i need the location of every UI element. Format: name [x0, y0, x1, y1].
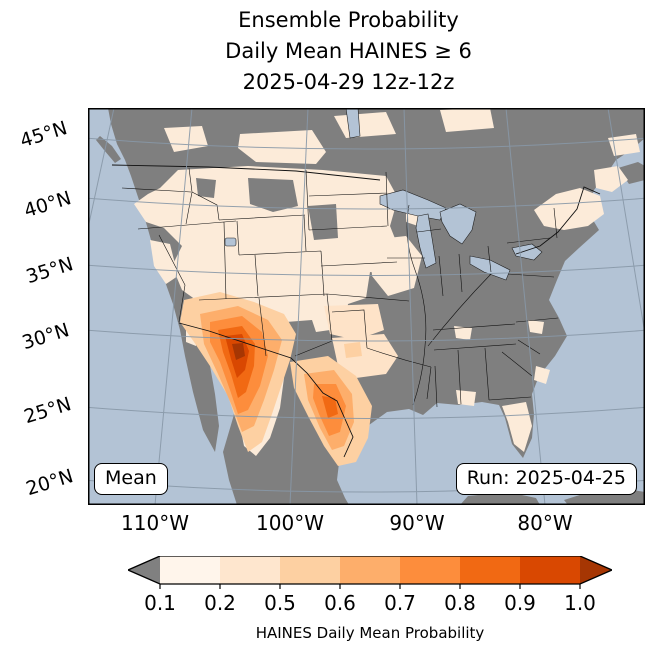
colorbar-segment: [280, 556, 340, 584]
lon-tick-100w: 100°W: [256, 511, 324, 535]
map-canvas: [88, 108, 645, 505]
lat-tick-40n: 40°N: [21, 187, 74, 223]
mean-annotation-box: Mean: [94, 463, 168, 495]
colorbar-tick-label: 0.2: [204, 591, 236, 615]
lon-tick-110w: 110°W: [121, 511, 189, 535]
colorbar-segment: [220, 556, 280, 584]
lat-tick-20n: 20°N: [23, 465, 76, 501]
lake-superior: [379, 189, 447, 221]
great-salt-lake: [224, 237, 237, 247]
colorbar-tick-label: 1.0: [564, 591, 596, 615]
lat-tick-25n: 25°N: [21, 393, 74, 429]
lake-michigan: [415, 213, 437, 269]
nova-scotia: [618, 162, 645, 184]
colorbar-extend-arrow: [128, 556, 160, 584]
title-block: Ensemble Probability Daily Mean HAINES ≥…: [70, 5, 627, 98]
lake-winnipeg: [345, 108, 361, 139]
lake-huron: [439, 203, 477, 245]
lat-tick-30n: 30°N: [19, 319, 72, 355]
colorbar-tick-label: 0.6: [324, 591, 356, 615]
colorbar-tick-label: 0.7: [384, 591, 416, 615]
probability-high-bins: [180, 292, 372, 466]
colorbar-segment: [160, 556, 220, 584]
lat-tick-35n: 35°N: [23, 253, 76, 289]
colorbar-label: HAINES Daily Mean Probability: [255, 624, 485, 642]
colorbar-tick-label: 0.5: [264, 591, 296, 615]
colorbar-extend-arrow: [580, 556, 612, 584]
title-line-3: 2025-04-29 12z-12z: [242, 70, 455, 94]
yucatan: [460, 492, 540, 505]
vancouver-island: [96, 136, 121, 163]
graticule: [88, 108, 645, 505]
lake-erie: [469, 255, 511, 281]
map-frame: [88, 108, 645, 505]
title-line-2: Daily Mean HAINES ≥ 6: [225, 39, 472, 63]
canada-border: [111, 164, 601, 255]
colorbar: [128, 556, 612, 589]
colorbar-tick-labels: 0.1 0.2 0.5 0.6 0.7 0.8 0.9 1.0: [0, 591, 671, 615]
title-line-1: Ensemble Probability: [238, 8, 459, 32]
colorbar-tick-label: 0.8: [444, 591, 476, 615]
colorbar-segment: [340, 556, 400, 584]
masked-gaps: [196, 178, 338, 240]
colorbar-tick-label: 0.1: [144, 591, 176, 615]
mexico-border: [178, 322, 354, 458]
lat-tick-45n: 45°N: [17, 117, 70, 153]
colorbar-segment: [520, 556, 580, 584]
colorbar-segment: [400, 556, 460, 584]
country-borders: [111, 164, 601, 458]
lon-tick-80w: 80°W: [517, 511, 573, 535]
colorbar-tick-label: 0.9: [504, 591, 536, 615]
map-axes: Mean Run: 2025-04-25: [88, 108, 645, 505]
lon-tick-90w: 90°W: [389, 511, 445, 535]
run-annotation-box: Run: 2025-04-25: [455, 463, 637, 495]
colorbar-segment: [460, 556, 520, 584]
